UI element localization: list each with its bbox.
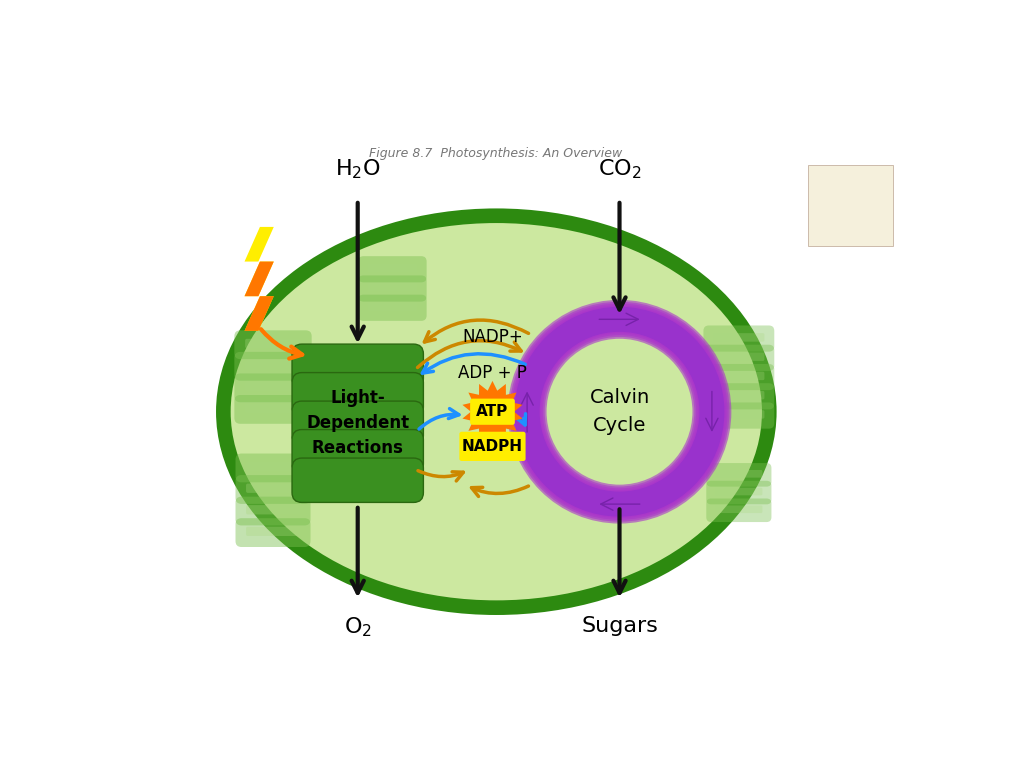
Text: NADPH: NADPH — [462, 439, 523, 454]
FancyBboxPatch shape — [236, 454, 310, 482]
FancyBboxPatch shape — [246, 505, 300, 515]
FancyBboxPatch shape — [470, 399, 515, 425]
FancyBboxPatch shape — [460, 432, 525, 461]
Text: Sugars: Sugars — [581, 616, 658, 636]
FancyBboxPatch shape — [292, 401, 423, 445]
FancyBboxPatch shape — [358, 276, 427, 302]
FancyBboxPatch shape — [236, 497, 310, 525]
FancyBboxPatch shape — [707, 481, 771, 505]
Text: Light-
Dependent
Reactions: Light- Dependent Reactions — [306, 389, 410, 457]
FancyBboxPatch shape — [716, 505, 763, 513]
Text: Calvin
Cycle: Calvin Cycle — [590, 388, 649, 435]
FancyBboxPatch shape — [716, 488, 763, 495]
FancyBboxPatch shape — [716, 470, 763, 478]
Ellipse shape — [230, 223, 762, 601]
FancyBboxPatch shape — [292, 372, 423, 417]
FancyBboxPatch shape — [714, 353, 765, 361]
FancyBboxPatch shape — [703, 383, 774, 409]
FancyBboxPatch shape — [707, 498, 771, 522]
FancyBboxPatch shape — [358, 257, 427, 283]
FancyBboxPatch shape — [245, 382, 301, 391]
FancyBboxPatch shape — [234, 395, 311, 424]
FancyBboxPatch shape — [246, 462, 300, 472]
FancyBboxPatch shape — [246, 484, 300, 493]
FancyBboxPatch shape — [707, 463, 771, 487]
Text: CO$_2$: CO$_2$ — [598, 157, 641, 180]
Text: O$_2$: O$_2$ — [344, 616, 372, 639]
FancyBboxPatch shape — [368, 264, 417, 273]
Ellipse shape — [216, 208, 776, 615]
FancyBboxPatch shape — [234, 373, 311, 402]
FancyBboxPatch shape — [714, 372, 765, 380]
FancyBboxPatch shape — [808, 165, 893, 247]
Polygon shape — [463, 381, 522, 442]
FancyBboxPatch shape — [368, 303, 417, 311]
FancyBboxPatch shape — [234, 352, 311, 381]
FancyBboxPatch shape — [245, 403, 301, 412]
FancyBboxPatch shape — [292, 458, 423, 502]
FancyBboxPatch shape — [236, 518, 310, 547]
FancyBboxPatch shape — [703, 345, 774, 371]
FancyBboxPatch shape — [714, 333, 765, 342]
Text: ATP: ATP — [476, 404, 509, 419]
FancyBboxPatch shape — [245, 339, 301, 348]
FancyBboxPatch shape — [714, 391, 765, 399]
FancyBboxPatch shape — [714, 410, 765, 419]
FancyBboxPatch shape — [245, 360, 301, 369]
Text: H$_2$O: H$_2$O — [335, 157, 381, 180]
FancyBboxPatch shape — [703, 326, 774, 352]
FancyBboxPatch shape — [358, 295, 427, 321]
FancyBboxPatch shape — [703, 402, 774, 429]
Polygon shape — [245, 227, 273, 331]
Polygon shape — [245, 262, 273, 331]
FancyBboxPatch shape — [368, 283, 417, 292]
FancyBboxPatch shape — [246, 527, 300, 536]
FancyBboxPatch shape — [234, 330, 311, 359]
Text: Figure 8.7  Photosynthesis: An Overview: Figure 8.7 Photosynthesis: An Overview — [370, 147, 623, 161]
FancyBboxPatch shape — [703, 364, 774, 390]
Text: NADP+: NADP+ — [462, 328, 523, 346]
FancyBboxPatch shape — [292, 429, 423, 474]
FancyBboxPatch shape — [292, 344, 423, 389]
Text: ADP + P: ADP + P — [458, 364, 527, 382]
FancyBboxPatch shape — [236, 475, 310, 504]
